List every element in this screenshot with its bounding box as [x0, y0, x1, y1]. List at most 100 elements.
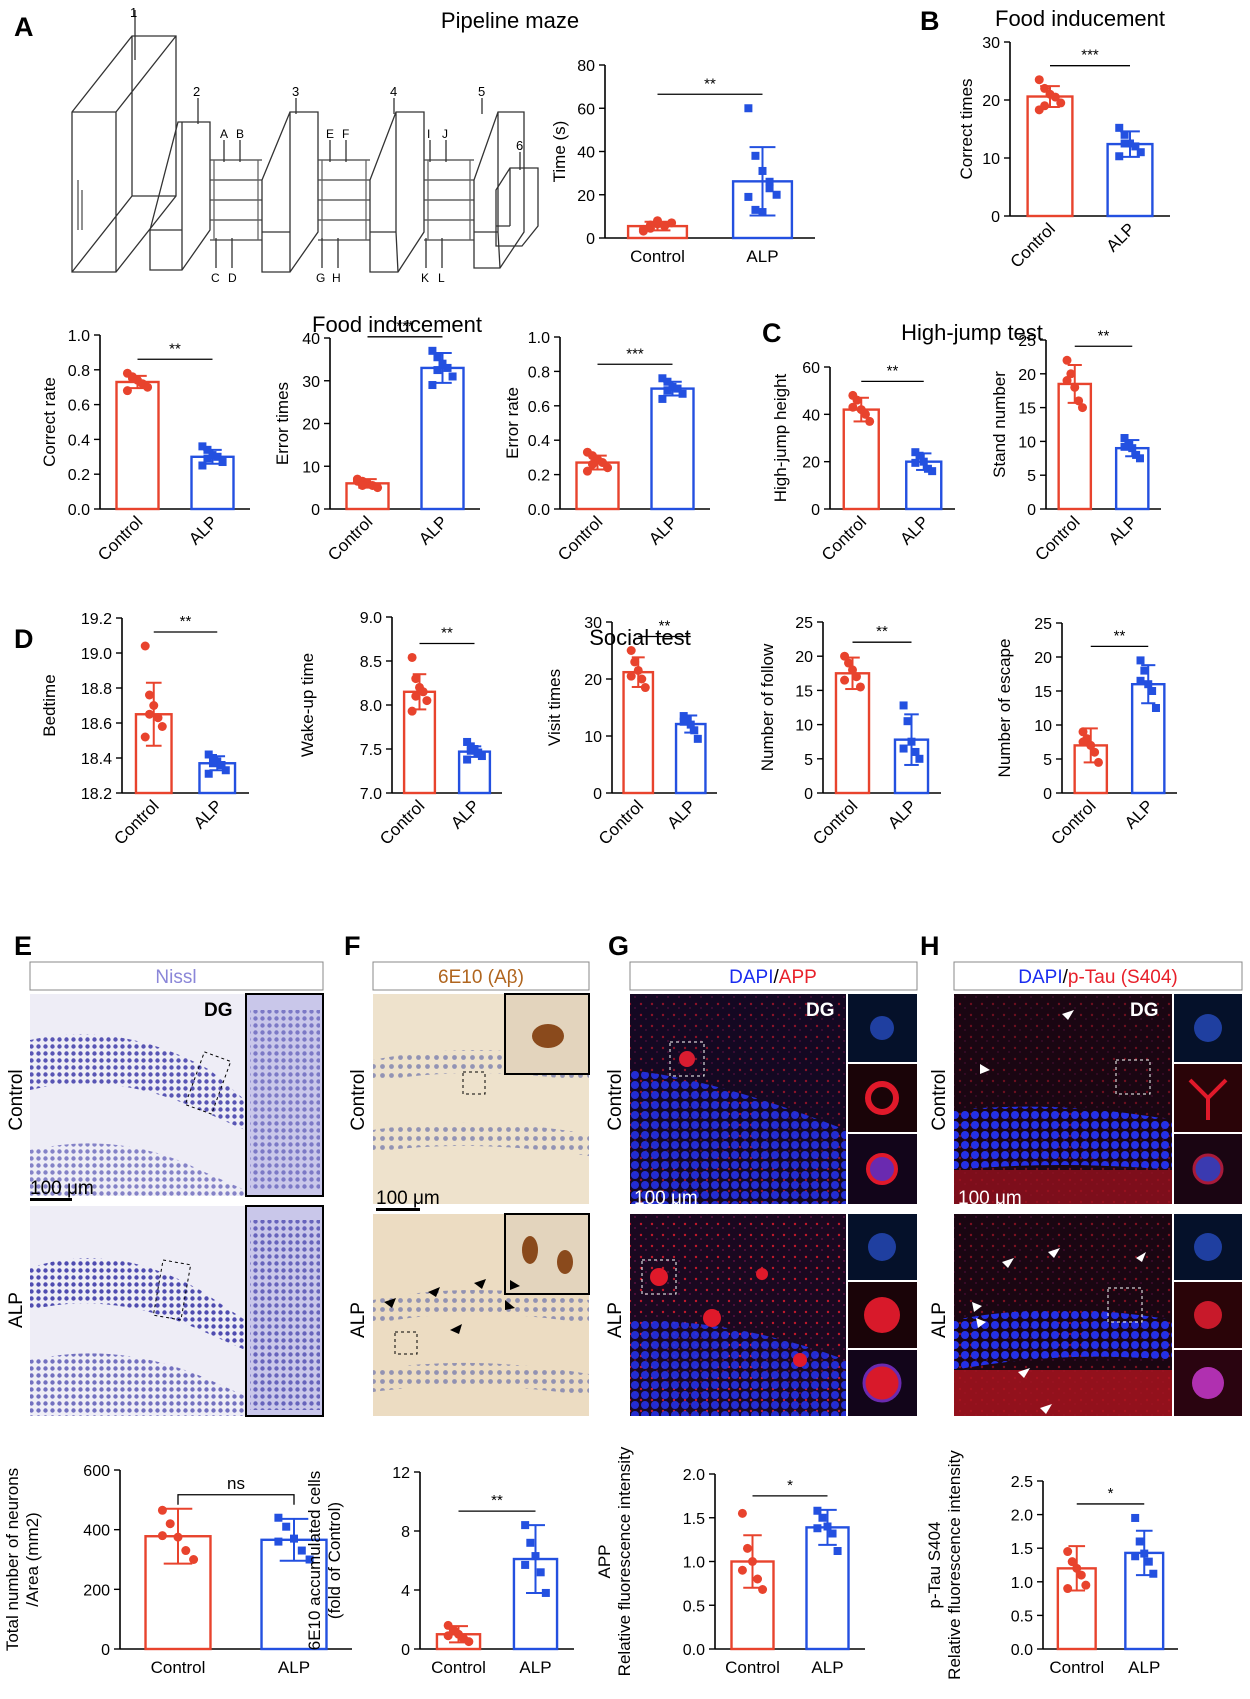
data-point-control	[165, 1519, 175, 1529]
arrowhead-4	[972, 1302, 982, 1312]
data-point-control	[157, 1505, 167, 1515]
data-point-alp	[911, 747, 920, 756]
category-label: ALP	[896, 512, 932, 548]
data-point-alp	[899, 701, 908, 710]
y-axis-label: Stand number	[990, 371, 1009, 478]
ptau-control-inset-dapi-cell	[1194, 1014, 1222, 1042]
ptau-alp-nuclei	[954, 1310, 1172, 1370]
panel-g-header-app: APP	[779, 967, 817, 988]
data-point-control	[1067, 1557, 1077, 1567]
arrowhead-2	[428, 1287, 440, 1297]
ptau-alp-inset-dapi-cell	[1194, 1233, 1222, 1261]
significance-label: **	[169, 340, 181, 357]
panel-h-header-box	[953, 961, 1243, 991]
data-point-control	[753, 1574, 763, 1584]
panel-h-header-ptau: p-Tau (S404)	[1068, 967, 1178, 988]
data-point-alp	[541, 1588, 550, 1597]
category-label: Control	[1049, 1658, 1104, 1677]
data-point-control	[638, 224, 648, 234]
y-tick-label: 0.6	[68, 398, 90, 415]
y-tick-label: 5	[1027, 468, 1036, 485]
category-label: ALP	[811, 1658, 843, 1677]
data-point-control	[582, 466, 592, 476]
data-point-control	[653, 216, 662, 226]
y-axis-label: Relative fluorescence intensity	[945, 1450, 964, 1680]
category-label: Control	[725, 1658, 780, 1677]
category-label: ALP	[1105, 512, 1141, 548]
y-axis-label: p-Tau S404	[925, 1522, 944, 1609]
data-point-alp	[813, 1506, 822, 1515]
y-tick-label: 600	[83, 1463, 110, 1480]
nissl-control-inset-cells	[250, 1010, 320, 1190]
data-point-control	[1093, 757, 1103, 767]
data-point-alp	[1131, 1552, 1140, 1561]
nissl-region-label: DG	[204, 1000, 233, 1021]
maze-letter-k: K	[421, 271, 429, 285]
category-label: Control	[110, 796, 162, 848]
6e10-alp-arrowheads	[384, 1279, 520, 1334]
data-point-control	[153, 713, 163, 723]
data-point-alp	[1148, 687, 1157, 695]
bar-alp	[1106, 142, 1154, 218]
y-tick-label: 0	[311, 502, 320, 519]
6e10-row-control: Control	[348, 1069, 369, 1130]
maze-box-3: 3	[292, 84, 299, 99]
data-point-alp	[668, 382, 677, 391]
data-point-control	[1062, 376, 1072, 386]
y-tick-label: 20	[584, 672, 602, 689]
significance-label: **	[876, 623, 888, 640]
data-point-control	[860, 409, 870, 419]
6e10-control-roi	[462, 1071, 486, 1095]
y-axis-label: Correct times	[957, 78, 976, 179]
data-point-alp	[1136, 148, 1145, 157]
y-tick-label: 8	[401, 1524, 410, 1541]
data-point-control	[748, 1557, 757, 1566]
maze-letter-a: A	[220, 127, 228, 141]
ptau-scale-bar	[958, 1208, 1002, 1211]
nissl-alp-layer	[30, 1257, 245, 1350]
y-tick-label: 18.4	[81, 751, 112, 768]
data-point-alp	[911, 448, 920, 457]
y-tick-label: 0.6	[528, 399, 550, 416]
arrowhead-6	[1018, 1368, 1030, 1378]
maze-letter-j: J	[442, 127, 448, 141]
ptau-alp-inset-red-cell	[1194, 1301, 1222, 1329]
data-point-control	[1074, 396, 1084, 406]
data-point-alp	[663, 386, 672, 395]
y-axis-label: /Area (mm2)	[23, 1512, 42, 1606]
maze-letter-f: F	[342, 127, 349, 141]
app-alp-inset-red-cell	[864, 1297, 900, 1333]
nissl-scale-text: 100 μm	[30, 1178, 94, 1199]
data-point-alp	[903, 717, 912, 726]
app-control-inset-red-cell	[865, 1081, 899, 1115]
ptau-control-inset-merge-cell	[1192, 1153, 1224, 1185]
chart-a-time: 0 20 40 60 80 Time (s) Control ALP **	[550, 58, 815, 266]
y-tick-label: 18.6	[81, 716, 112, 733]
y-tick-label: 4	[401, 1583, 410, 1600]
data-point-control	[140, 732, 150, 742]
nissl-alp-inset-cells	[250, 1220, 320, 1410]
bar-alp	[420, 366, 465, 511]
data-point-control	[848, 402, 858, 412]
ptau-region-label: DG	[1130, 1000, 1159, 1021]
data-point-control	[637, 674, 647, 684]
data-point-control	[1063, 1547, 1073, 1557]
category-label: Control	[94, 512, 146, 564]
data-point-alp	[678, 389, 687, 398]
data-point-control	[1078, 727, 1088, 737]
y-tick-label: 0.8	[528, 364, 550, 381]
data-point-alp	[1149, 1569, 1158, 1578]
data-point-alp	[1120, 434, 1129, 443]
ptau-row-control: Control	[929, 1069, 950, 1130]
chart-a-error-rate: 0.0 0.2 0.4 0.6 0.8 1.0 Error rate Control ALP **…	[503, 330, 710, 565]
app-control-roi	[669, 1041, 705, 1077]
data-point-alp	[477, 752, 486, 761]
y-axis-label: High-jump height	[771, 373, 790, 502]
data-point-alp	[463, 737, 472, 746]
data-point-alp	[1140, 1549, 1149, 1558]
y-tick-label: 18.8	[81, 681, 112, 698]
data-point-alp	[744, 104, 753, 113]
significance-label: **	[1098, 327, 1110, 344]
data-point-control	[1078, 737, 1088, 747]
data-point-control	[411, 691, 421, 701]
